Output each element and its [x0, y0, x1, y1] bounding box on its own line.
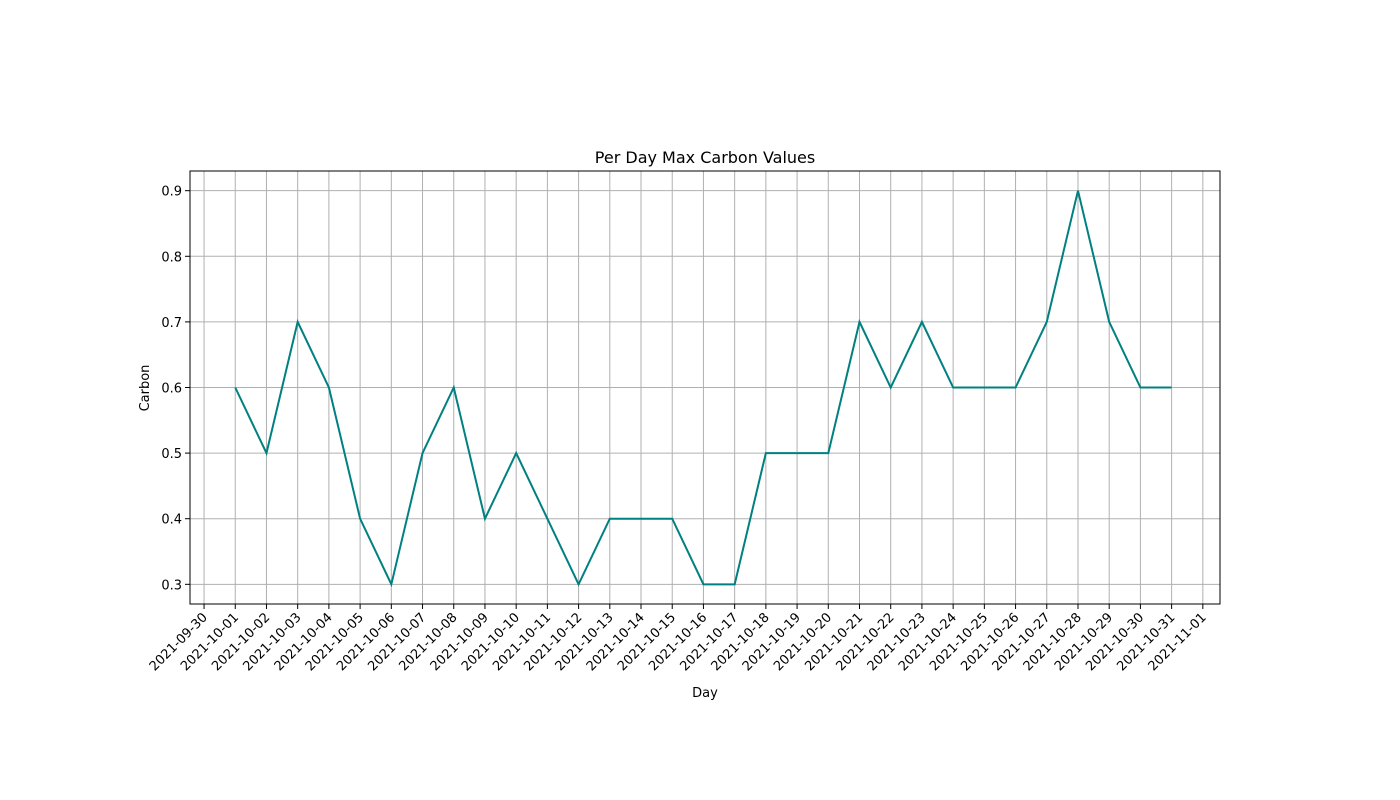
x-axis-label: Day [692, 686, 718, 701]
series-layer [234, 190, 1172, 588]
chart-title: Per Day Max Carbon Values [595, 148, 815, 167]
y-tick-label: 0.3 [161, 578, 182, 593]
y-axis-label: Carbon [138, 365, 153, 412]
y-tick-label: 0.7 [161, 316, 182, 331]
y-tick-label: 0.8 [161, 250, 182, 265]
x-axis-ticks: 2021-09-302021-10-012021-10-022021-10-03… [147, 604, 1210, 674]
y-tick-label: 0.4 [161, 513, 182, 528]
grid [190, 171, 1220, 604]
y-tick-label: 0.6 [161, 382, 182, 397]
series-line [234, 190, 1172, 588]
y-tick-label: 0.5 [161, 447, 182, 462]
y-axis-ticks: 0.3 0.4 0.5 0.6 0.7 0.8 0.9 [161, 185, 190, 593]
y-tick-label: 0.9 [161, 185, 182, 200]
